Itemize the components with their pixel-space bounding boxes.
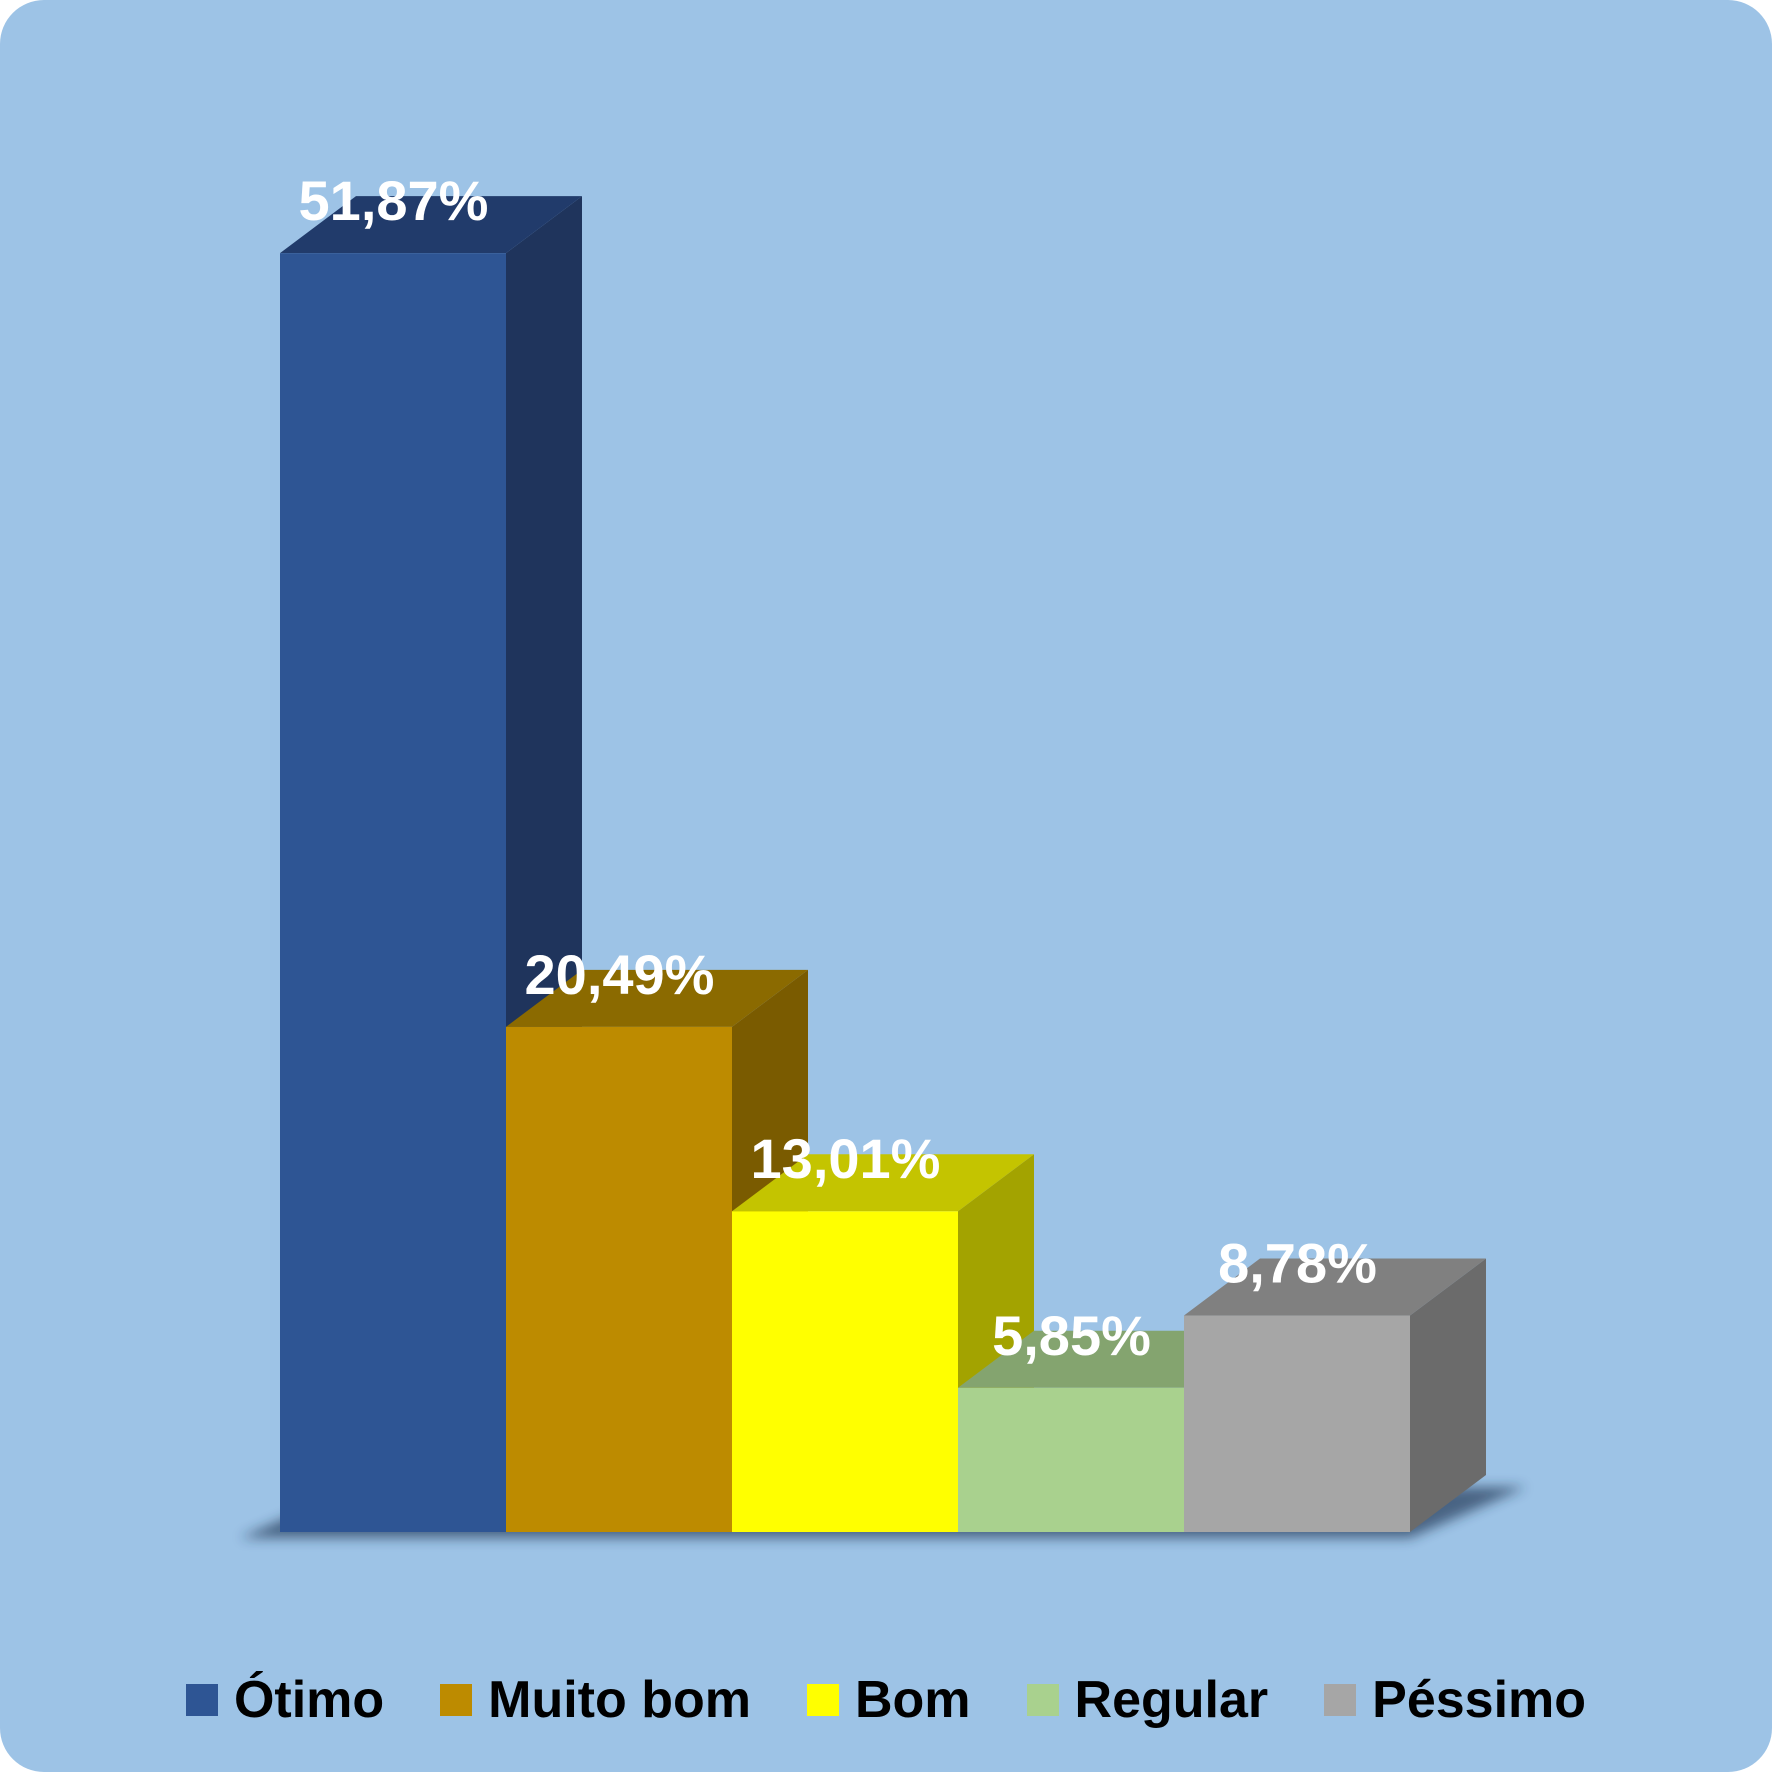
bar-front-face bbox=[506, 1026, 732, 1532]
bar-top-face bbox=[506, 969, 808, 1027]
data-label-3: 13,01% bbox=[751, 1127, 941, 1190]
legend-label: Bom bbox=[854, 1671, 971, 1729]
bar-front-face bbox=[1184, 1315, 1410, 1532]
legend-item-5: Péssimo bbox=[1324, 1670, 1586, 1730]
legend-label: Regular bbox=[1074, 1671, 1269, 1729]
data-label-5: 8,78% bbox=[1218, 1232, 1377, 1295]
bar-top-face bbox=[1184, 1258, 1486, 1316]
data-label-4: 5,85% bbox=[992, 1304, 1151, 1367]
bar-5 bbox=[1184, 1258, 1486, 1532]
bar-front-face bbox=[280, 253, 506, 1533]
legend-swatch bbox=[1026, 1684, 1059, 1716]
legend-label: Péssimo bbox=[1372, 1671, 1587, 1729]
legend-swatch bbox=[806, 1684, 839, 1716]
legend-label: Ótimo bbox=[233, 1671, 385, 1729]
legend-label: Muito bom bbox=[488, 1671, 751, 1729]
bar-front-face bbox=[958, 1387, 1184, 1532]
bar-top-face bbox=[732, 1154, 1034, 1212]
legend: Ótimo Muito bom Bom Regular Péssimo bbox=[0, 1662, 1772, 1738]
legend-item-1: Ótimo bbox=[185, 1670, 385, 1730]
data-label-2: 20,49% bbox=[525, 943, 715, 1006]
legend-swatch bbox=[440, 1684, 473, 1716]
legend-swatch bbox=[185, 1684, 218, 1716]
legend-swatch bbox=[1324, 1684, 1357, 1716]
legend-item-3: Bom bbox=[806, 1670, 971, 1730]
legend-item-4: Regular bbox=[1026, 1670, 1269, 1730]
bar-2 bbox=[506, 969, 808, 1532]
data-label-1: 51,87% bbox=[299, 169, 489, 232]
bar-side-face bbox=[1410, 1258, 1486, 1532]
legend-item-2: Muito bom bbox=[440, 1670, 751, 1730]
bar-top-face bbox=[280, 196, 582, 254]
bar-front-face bbox=[732, 1211, 958, 1532]
